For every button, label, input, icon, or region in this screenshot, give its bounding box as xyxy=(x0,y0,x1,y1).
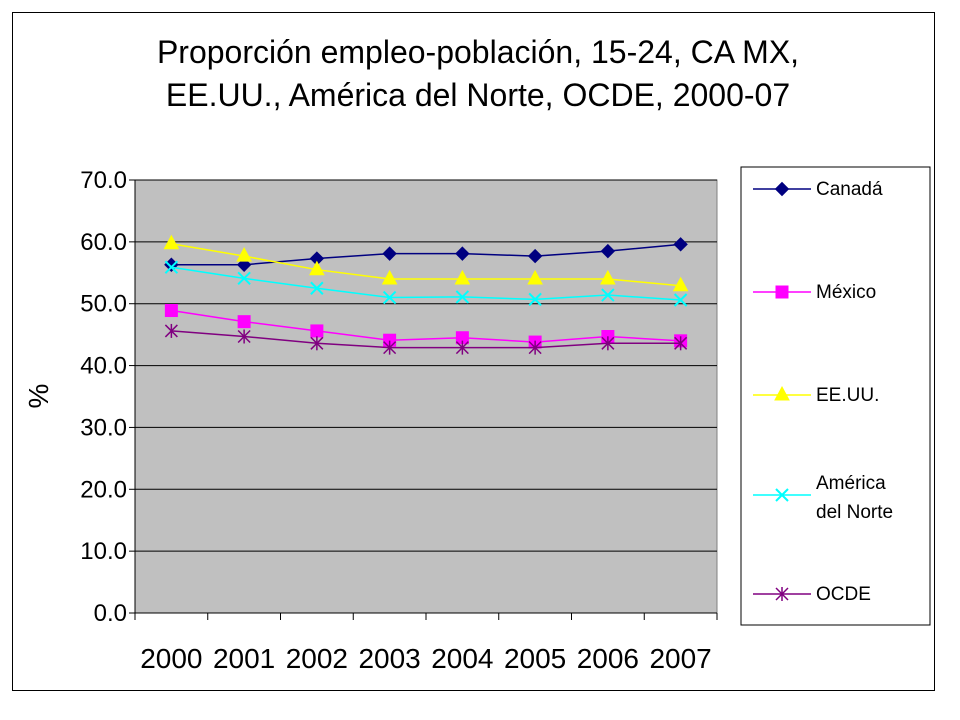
marker-stroke xyxy=(310,281,324,295)
series-line xyxy=(171,243,681,266)
legend-entry-0: Canadá xyxy=(753,179,883,200)
point-marker xyxy=(309,260,325,276)
point-marker xyxy=(310,281,324,295)
series-2 xyxy=(163,234,689,292)
y-tick-label: 50.0 xyxy=(80,291,127,318)
point-marker xyxy=(774,385,790,401)
point-marker xyxy=(527,269,543,285)
marker-stroke xyxy=(528,292,542,307)
point-marker xyxy=(774,181,790,197)
x-tick-label: 2006 xyxy=(577,643,639,674)
point-marker xyxy=(672,276,689,292)
point-marker xyxy=(455,290,470,304)
y-tick-label: 30.0 xyxy=(80,414,127,441)
point-marker xyxy=(455,246,470,261)
point-marker xyxy=(237,329,251,344)
y-tick-label: 0.0 xyxy=(94,600,127,627)
point-marker xyxy=(673,237,688,252)
plot-area xyxy=(134,179,718,614)
legend-entry-2: EE.UU. xyxy=(753,385,879,406)
series-line xyxy=(171,266,681,301)
point-marker xyxy=(381,269,398,285)
point-marker xyxy=(310,324,324,338)
legend-label: EE.UU. xyxy=(816,385,879,406)
legend-label: América xyxy=(816,473,886,494)
y-axis-ticks: 0.0 10.0 20.0 30.0 40.0 50.0 60.0 70.0 xyxy=(80,167,135,627)
series-3 xyxy=(164,260,688,307)
y-tick-label: 10.0 xyxy=(80,538,127,565)
point-marker xyxy=(775,285,789,299)
point-marker xyxy=(775,587,789,601)
marker-stroke xyxy=(455,290,470,304)
legend-label: Canadá xyxy=(816,179,883,200)
point-marker xyxy=(310,336,324,351)
point-marker xyxy=(164,304,178,318)
x-tick-label: 2004 xyxy=(431,643,493,674)
marker-stroke xyxy=(164,260,179,274)
point-marker xyxy=(164,260,179,274)
gridlines xyxy=(134,179,717,614)
point-marker xyxy=(600,243,616,259)
point-marker xyxy=(454,269,471,285)
series-group xyxy=(163,234,689,355)
point-marker xyxy=(601,288,615,302)
legend-entry-1: México xyxy=(753,282,876,303)
point-marker xyxy=(382,290,397,305)
series-line xyxy=(171,309,681,343)
marker-stroke xyxy=(601,288,615,302)
point-marker xyxy=(528,292,542,307)
legend-box xyxy=(740,166,931,626)
series-4 xyxy=(164,323,688,355)
legend-entry-3: América del Norte xyxy=(753,473,893,523)
y-tick-label: 40.0 xyxy=(80,353,127,380)
x-tick-label: 2002 xyxy=(286,643,348,674)
point-marker xyxy=(775,488,789,502)
legend-label: México xyxy=(816,282,876,303)
chart-title-line-2: EE.UU., América del Norte, OCDE, 2000-07 xyxy=(166,77,790,113)
point-marker xyxy=(237,271,251,286)
point-marker xyxy=(600,269,616,285)
x-tick-label: 2000 xyxy=(140,643,202,674)
point-marker xyxy=(237,315,251,329)
y-axis-label: % xyxy=(23,384,54,409)
point-marker xyxy=(674,336,688,351)
y-tick-label: 20.0 xyxy=(80,476,127,503)
y-tick-label: 70.0 xyxy=(80,167,127,194)
point-marker xyxy=(163,234,180,250)
point-marker xyxy=(164,323,178,338)
point-marker xyxy=(601,336,615,351)
point-marker xyxy=(383,340,397,355)
x-tick-label: 2005 xyxy=(504,643,566,674)
x-tick-label: 2001 xyxy=(213,643,275,674)
marker-stroke xyxy=(673,293,688,307)
point-marker xyxy=(673,293,688,307)
chart-title-line-1: Proporción empleo-población, 15-24, CA M… xyxy=(157,34,799,70)
series-line xyxy=(171,330,681,349)
point-marker xyxy=(455,340,469,355)
legend: Canadá México EE.UU. América del Norte OCDE xyxy=(740,166,931,626)
legend-entry-4: OCDE xyxy=(753,584,871,605)
x-tick-label: 2007 xyxy=(649,643,711,674)
marker-stroke xyxy=(237,271,251,286)
marker-stroke xyxy=(382,290,397,305)
point-marker xyxy=(527,248,543,264)
chart-title: Proporción empleo-población, 15-24, CA M… xyxy=(157,34,799,113)
legend-label: del Norte xyxy=(816,502,893,523)
legend-label: OCDE xyxy=(816,584,871,605)
y-tick-label: 60.0 xyxy=(80,229,127,256)
series-line xyxy=(171,242,681,287)
x-tick-label: 2003 xyxy=(358,643,420,674)
x-axis-ticks: 2000 2001 2002 2003 2004 2005 2006 2007 xyxy=(134,613,718,674)
point-marker xyxy=(382,246,397,261)
marker-stroke xyxy=(775,488,789,502)
point-marker xyxy=(236,247,252,262)
point-marker xyxy=(528,340,542,355)
